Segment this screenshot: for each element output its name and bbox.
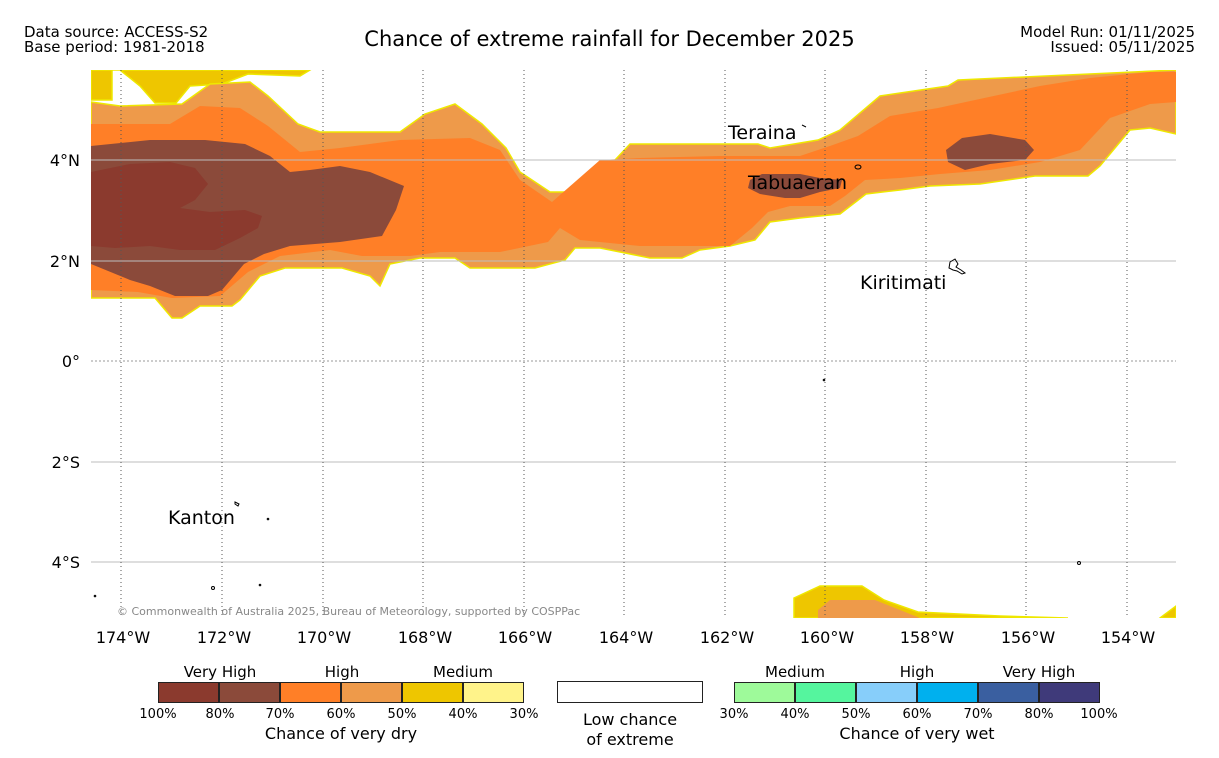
legend-wet-tick: 30% xyxy=(719,707,749,722)
islet xyxy=(822,378,826,382)
graticule xyxy=(91,159,1176,563)
lon-label: 162°W xyxy=(700,628,755,647)
legend-wet-swatch xyxy=(856,682,917,703)
place-label-teraina: Teraina xyxy=(727,122,797,144)
legend-dry-swatch xyxy=(463,682,524,703)
data-source-text: Data source: ACCESS-S2 xyxy=(24,23,209,41)
lon-label: 154°W xyxy=(1101,628,1156,647)
legend-wet-label: Chance of very wet xyxy=(839,724,995,743)
legend-low-line1: Low chance xyxy=(582,710,678,729)
legend-wet-tick: 80% xyxy=(1024,707,1054,722)
place-label-kiritimati: Kiritimati xyxy=(860,272,946,294)
legend-wet-swatch xyxy=(795,682,856,703)
legend-dry-swatch xyxy=(158,682,219,703)
legend-dry-tick: 40% xyxy=(448,707,478,722)
longitude-labels: 174°W 172°W 170°W 168°W 166°W 164°W 162°… xyxy=(96,628,1156,647)
legend-dry-swatch xyxy=(402,682,463,703)
legend-wet-category: High xyxy=(899,663,935,681)
tabuaeran-brown-region xyxy=(748,174,842,198)
lon-label: 170°W xyxy=(297,628,352,647)
lat-label: 2°N xyxy=(50,252,80,271)
lon-label: 168°W xyxy=(398,628,453,647)
teraina-island xyxy=(801,124,807,128)
issued-text: Issued: 05/11/2025 xyxy=(1050,38,1195,56)
legend-dry-tick: 60% xyxy=(326,707,356,722)
legend-low-chance-swatch xyxy=(557,681,703,703)
lon-label: 156°W xyxy=(1001,628,1056,647)
legend-dry-tick: 50% xyxy=(387,707,417,722)
dry-very-high-dark-region xyxy=(91,162,262,250)
legend-wet-swatch xyxy=(1039,682,1100,703)
legend-dry-label: Chance of very dry xyxy=(264,724,418,743)
legend-dry-tick: 100% xyxy=(139,707,177,722)
lon-label: 160°W xyxy=(800,628,855,647)
base-period-text: Base period: 1981-2018 xyxy=(24,38,205,56)
legend-dry-swatch xyxy=(341,682,402,703)
islet xyxy=(93,594,97,598)
legend-wet-tick: 100% xyxy=(1080,707,1118,722)
lon-label: 164°W xyxy=(599,628,654,647)
legend-wet-tick: 60% xyxy=(902,707,932,722)
legend-wet-tick: 40% xyxy=(780,707,810,722)
dry-high-core xyxy=(91,72,1176,298)
east-brown-region xyxy=(946,134,1034,170)
legend-dry-category: High xyxy=(324,663,360,681)
legend-low-line2: of extreme xyxy=(586,730,674,749)
header-right: Model Run: 01/11/2025 Issued: 05/11/2025 xyxy=(1020,25,1195,55)
legend-dry-category: Medium xyxy=(433,663,493,681)
legend-dry-tick: 70% xyxy=(265,707,295,722)
legend-dry-swatch xyxy=(219,682,280,703)
legend-dry-category: Very High xyxy=(183,663,257,681)
lat-label: 0° xyxy=(62,352,80,371)
islet xyxy=(1077,561,1081,565)
map-title: Chance of extreme rainfall for December … xyxy=(364,27,855,51)
meridians xyxy=(120,70,1128,618)
islet xyxy=(266,517,270,521)
legend-dry-swatch xyxy=(280,682,341,703)
lon-label: 174°W xyxy=(96,628,151,647)
legend-low-chance-label: Low chance of extreme xyxy=(557,710,703,750)
legend-wet-category: Very High xyxy=(1002,663,1076,681)
legend-dry-tick: 30% xyxy=(509,707,539,722)
lat-label: 2°S xyxy=(52,453,80,472)
copyright-text: © Commonwealth of Australia 2025, Bureau… xyxy=(117,605,580,618)
islands xyxy=(93,124,1081,598)
place-labels: Teraina Tabuaeran Kiritimati Kanton xyxy=(168,122,946,529)
dry-medium-region xyxy=(91,70,312,104)
tabuaeran-island xyxy=(854,164,862,170)
kanton-island xyxy=(234,501,240,507)
kiritimati-island xyxy=(948,258,967,275)
islet xyxy=(258,583,262,587)
legend-wet-tick: 70% xyxy=(963,707,993,722)
legend-wet-tick: 50% xyxy=(841,707,871,722)
legend-wet-swatch xyxy=(917,682,978,703)
south-dry-high-region xyxy=(818,600,920,618)
place-label-tabuaeran: Tabuaeran xyxy=(747,172,847,194)
latitude-labels: 4°N 2°N 0° 2°S 4°S xyxy=(50,151,80,572)
lat-label: 4°N xyxy=(50,151,80,170)
header-left: Data source: ACCESS-S2 Base period: 1981… xyxy=(24,25,208,55)
lon-label: 158°W xyxy=(900,628,955,647)
legend-wet-swatch xyxy=(978,682,1039,703)
lon-label: 166°W xyxy=(498,628,553,647)
place-label-kanton: Kanton xyxy=(168,507,235,529)
legend-wet-category: Medium xyxy=(765,663,825,681)
legend-dry-tick: 80% xyxy=(205,707,235,722)
model-run-text: Model Run: 01/11/2025 xyxy=(1020,23,1195,41)
lat-label: 4°S xyxy=(52,553,80,572)
lon-label: 172°W xyxy=(197,628,252,647)
islet xyxy=(211,586,215,590)
map-area xyxy=(91,70,1176,618)
legend-wet-swatch xyxy=(734,682,795,703)
